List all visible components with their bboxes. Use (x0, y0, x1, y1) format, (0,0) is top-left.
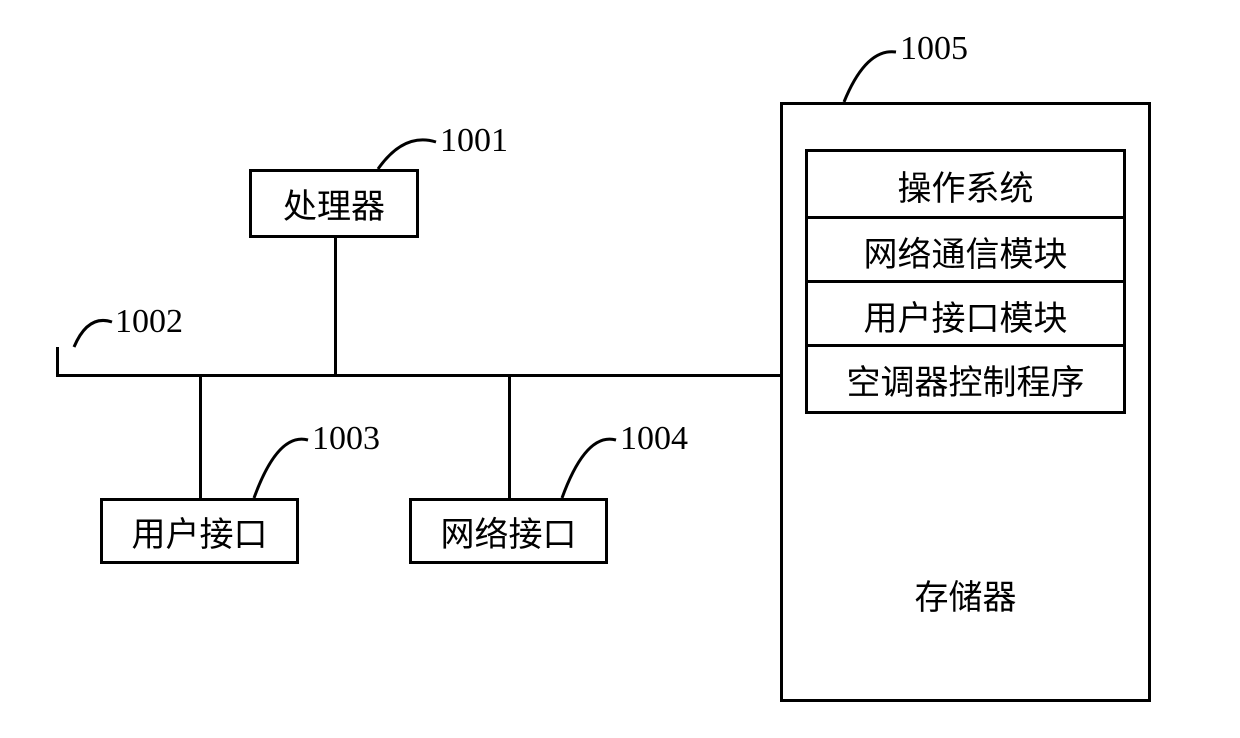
id-label-1005: 1005 (900, 30, 968, 68)
leader-lines (0, 0, 1240, 738)
id-label-1003: 1003 (312, 420, 380, 458)
id-label-1002: 1002 (115, 303, 183, 341)
id-label-1001: 1001 (440, 122, 508, 160)
id-label-1004: 1004 (620, 420, 688, 458)
diagram-canvas: 处理器 用户接口 网络接口 操作系统网络通信模块用户接口模块空调器控制程序 存储… (0, 0, 1240, 738)
